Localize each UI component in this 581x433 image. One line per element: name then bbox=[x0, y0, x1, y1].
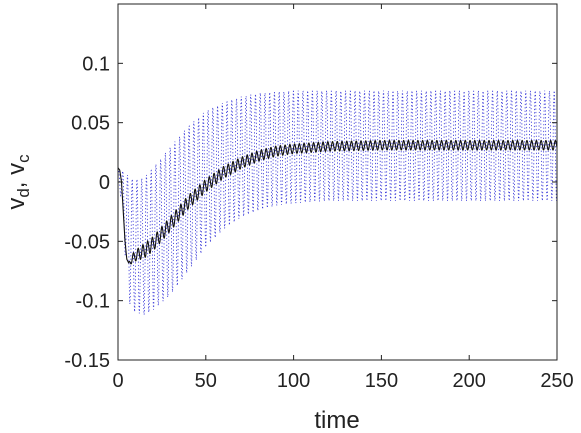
y-axis-label-part: v bbox=[3, 198, 30, 210]
x-tick-label: 200 bbox=[453, 370, 486, 392]
y-axis-label: vd, vc bbox=[3, 154, 33, 210]
y-tick-label: -0.1 bbox=[76, 291, 110, 313]
series-dotted-line bbox=[117, 90, 558, 315]
y-axis-label-part: , v bbox=[3, 163, 30, 188]
x-axis-label: time bbox=[314, 407, 359, 433]
series-solid-line bbox=[117, 139, 558, 265]
ticks-layer: 0 50 100 150 200 250 -0.15 -0.1 -0.05 0 0.05 0.1 bbox=[64, 4, 574, 392]
x-tick-label: 50 bbox=[195, 370, 217, 392]
series-layer bbox=[117, 90, 558, 315]
x-tick-label: 0 bbox=[112, 370, 123, 392]
plot-area: 0 50 100 150 200 250 -0.15 -0.1 -0.05 0 0.05 0.1 bbox=[64, 3, 574, 392]
y-tick-label: 0 bbox=[99, 172, 110, 194]
y-tick-label: -0.15 bbox=[64, 350, 110, 372]
y-axis-label-subscript: c bbox=[14, 154, 33, 163]
axes-frame bbox=[117, 3, 558, 361]
x-tick-label: 250 bbox=[540, 370, 573, 392]
y-axis-label-subscript: d bbox=[14, 188, 33, 197]
x-tick-label: 100 bbox=[277, 370, 310, 392]
y-tick-label: 0.1 bbox=[82, 53, 110, 75]
y-tick-label: -0.05 bbox=[64, 231, 110, 253]
y-tick-label: 0.05 bbox=[71, 113, 110, 135]
x-tick-label: 150 bbox=[365, 370, 398, 392]
